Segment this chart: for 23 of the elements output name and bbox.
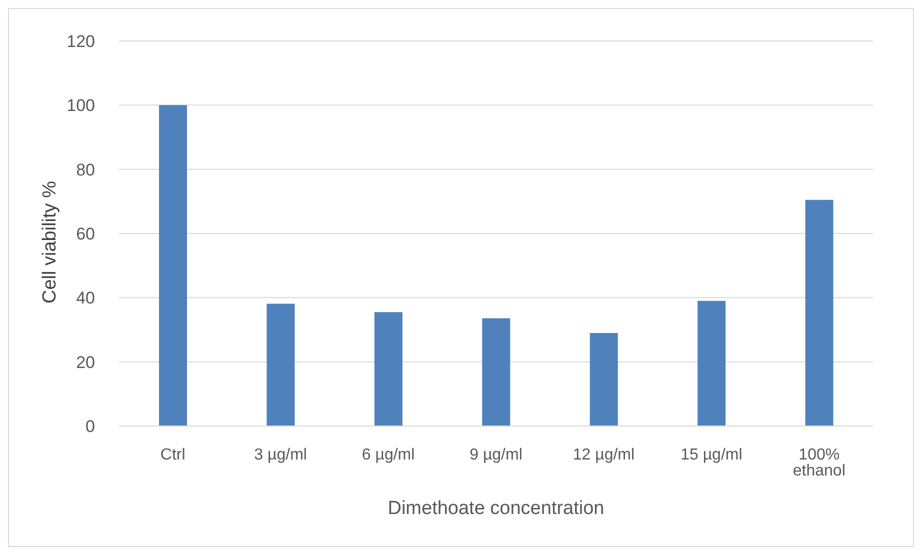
x-tick-label: 100% ethanol (792, 446, 846, 480)
bar (159, 105, 187, 426)
y-axis-title: Cell viability % (40, 180, 61, 304)
bar (374, 312, 402, 426)
bar (266, 304, 295, 426)
x-tick-label: 6 µg/ml (362, 446, 415, 464)
x-axis-title: Dimethoate concentration (388, 498, 604, 519)
y-tick-label: 40 (76, 288, 95, 308)
y-tick-label: 0 (86, 417, 95, 436)
x-tick-label: Ctrl (160, 446, 186, 464)
x-tick-label: 9 µg/ml (470, 446, 522, 464)
bar (590, 332, 618, 426)
x-tick-label: 12 µg/ml (572, 446, 635, 464)
x-tick-label: 15 µg/ml (680, 446, 742, 464)
y-tick-label: 60 (76, 224, 95, 244)
y-tick-label: 100 (66, 96, 95, 116)
x-tick-label: 3 µg/ml (254, 446, 307, 464)
bar (482, 318, 510, 426)
y-tick-label: 20 (76, 352, 95, 372)
y-tick-label: 120 (66, 32, 95, 52)
y-tick-label: 80 (76, 160, 95, 180)
bar (698, 300, 726, 426)
bar (805, 200, 834, 426)
